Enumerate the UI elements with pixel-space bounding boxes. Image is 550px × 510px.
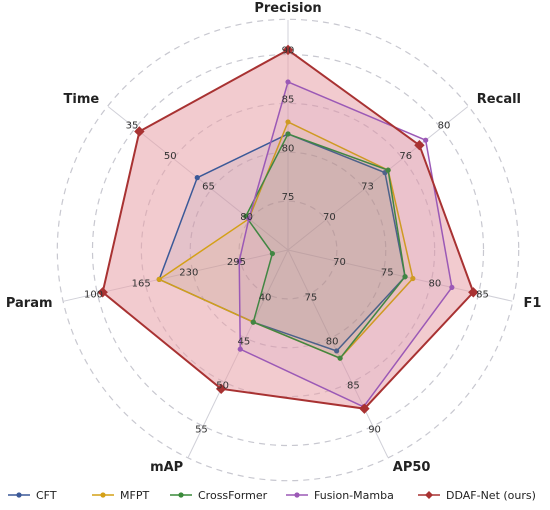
tick-label: 50	[216, 381, 229, 392]
tick-label: 230	[179, 268, 198, 279]
data-point	[97, 287, 108, 298]
tick-label: 45	[237, 337, 250, 348]
legend-label: Fusion-Mamba	[314, 489, 394, 502]
axis-label-f1: F1	[523, 296, 541, 311]
axis-label-time: Time	[64, 92, 100, 107]
legend-label: DDAF-Net (ours)	[446, 489, 536, 502]
data-point	[237, 346, 243, 352]
tick-label: 80	[428, 279, 441, 290]
tick-labels: 75 80 85 90 70 73 76 80 70 75 80 85 75 80 85 90 40 45 50 55…	[84, 46, 489, 436]
data-point	[156, 276, 162, 282]
data-point	[285, 79, 291, 85]
tick-label: 80	[326, 337, 339, 348]
data-point	[285, 131, 291, 137]
legend-label: CFT	[36, 489, 57, 502]
axis-label-map: mAP	[150, 460, 183, 475]
tick-label: 80	[240, 212, 253, 223]
axis-label-ap50: AP50	[393, 460, 431, 475]
legend: CFT MFPT CrossFormer Fusion-Mamba DDAF-Net (…	[8, 489, 536, 502]
data-point	[282, 44, 294, 56]
data-point	[194, 175, 200, 181]
legend-label: CrossFormer	[198, 489, 268, 502]
tick-label: 85	[347, 381, 360, 392]
tick-label: 80	[282, 143, 295, 154]
series-crossformer	[243, 131, 408, 361]
tick-label: 295	[227, 257, 246, 268]
tick-label: 75	[381, 268, 394, 279]
data-point	[449, 284, 455, 291]
grid-ring	[56, 18, 520, 482]
data-point	[215, 383, 227, 395]
legend-marker	[16, 492, 22, 498]
area-fill	[102, 49, 474, 409]
data-point	[414, 139, 425, 151]
tick-label: 80	[438, 121, 451, 132]
axis-label-param: Param	[6, 296, 53, 311]
series-line	[244, 133, 406, 360]
series-ddaf-net-ours-	[97, 44, 479, 414]
data-point	[285, 119, 291, 125]
series-line	[158, 133, 406, 352]
tick-label: 55	[195, 425, 208, 436]
tick-label: 70	[323, 212, 336, 223]
tick-label: 70	[333, 257, 346, 268]
axis-labels: Precision Recall F1 AP50 mAP Param Time	[6, 1, 542, 475]
tick-label: 65	[202, 182, 215, 193]
legend-item: CrossFormer	[170, 489, 268, 502]
tick-label: 100	[84, 289, 103, 300]
axis-label-recall: Recall	[477, 92, 521, 107]
series-line	[238, 80, 453, 408]
tick-label: 40	[259, 293, 272, 304]
tick-label: 85	[282, 94, 295, 105]
tick-label: 50	[164, 151, 177, 162]
axis-label-precision: Precision	[254, 1, 321, 16]
tick-label: 75	[282, 192, 295, 203]
tick-label: 35	[126, 121, 139, 132]
series-line	[101, 48, 475, 410]
legend-marker	[294, 492, 300, 498]
data-point	[385, 167, 391, 173]
data-point	[246, 216, 252, 222]
data-point	[410, 275, 416, 282]
data-point	[402, 274, 408, 280]
tick-label: 75	[305, 293, 318, 304]
grid-ring	[91, 53, 485, 447]
tick-label: 90	[282, 46, 295, 57]
series-layer	[97, 44, 479, 414]
legend-item: Fusion-Mamba	[286, 489, 394, 502]
legend-marker	[425, 491, 433, 499]
legend-item: CFT	[8, 489, 57, 502]
data-point	[269, 250, 275, 257]
data-point	[337, 355, 343, 361]
tick-label: 90	[368, 425, 381, 436]
legend-item: MFPT	[92, 489, 149, 502]
data-point	[468, 287, 479, 298]
data-point	[236, 258, 242, 264]
legend-marker	[178, 492, 184, 498]
tick-label: 76	[399, 151, 412, 162]
tick-label: 85	[476, 289, 489, 300]
data-point	[423, 137, 429, 143]
legend-marker	[100, 492, 106, 498]
tick-label: 165	[132, 279, 151, 290]
data-point	[334, 348, 340, 354]
fill-area	[102, 49, 474, 409]
legend-label: MFPT	[120, 489, 149, 502]
data-point	[134, 126, 145, 137]
legend-item: DDAF-Net (ours)	[418, 489, 536, 502]
tick-label: 73	[361, 182, 374, 193]
data-point	[359, 403, 370, 414]
series-fusion-mamba	[236, 79, 455, 410]
data-point	[250, 319, 256, 325]
